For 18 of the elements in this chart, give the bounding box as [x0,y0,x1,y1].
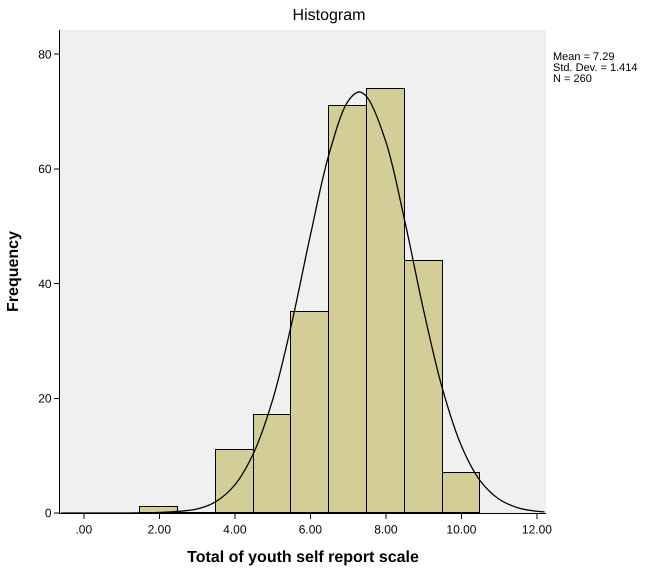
text: Mean = 7.29 [553,51,614,63]
x-tick-label: 2.00 [148,522,172,536]
text: N = 260 [553,73,592,85]
y-tick-label: 40 [38,276,52,291]
text: Std. Dev. = 1.414 [553,62,638,74]
x-tick-label: 10.00 [446,522,477,536]
x-tick-label: 12.00 [522,522,552,536]
y-axis-title: Frequency [5,230,22,312]
y-tick-label: 20 [38,391,52,406]
x-tick-label: .00 [75,522,92,536]
x-tick-label: 4.00 [223,522,247,536]
x-tick-label: 6.00 [298,522,322,536]
x-tick-label: 8.00 [374,522,398,536]
y-tick-label: 80 [38,47,52,62]
y-tick-label: 0 [44,506,52,520]
chart-title: Histogram [292,6,366,24]
y-tick-label: 60 [38,162,52,176]
x-axis-title: Total of youth self report scale [187,549,419,566]
